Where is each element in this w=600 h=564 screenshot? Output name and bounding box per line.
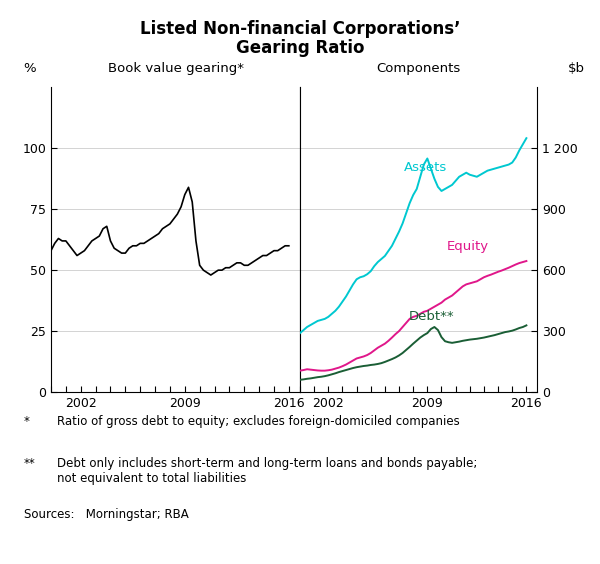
Text: **: ** (24, 457, 36, 470)
Text: Debt only includes short-term and long-term loans and bonds payable;
not equival: Debt only includes short-term and long-t… (57, 457, 478, 485)
Text: %: % (23, 62, 36, 75)
Text: Sources:   Morningstar; RBA: Sources: Morningstar; RBA (24, 508, 189, 521)
Text: Equity: Equity (447, 240, 489, 253)
Text: Book value gearing*: Book value gearing* (107, 62, 244, 75)
Text: Gearing Ratio: Gearing Ratio (236, 39, 364, 58)
Text: Assets: Assets (404, 161, 448, 174)
Text: *: * (24, 415, 30, 428)
Text: Debt**: Debt** (409, 310, 455, 323)
Text: Components: Components (376, 62, 461, 75)
Text: Listed Non-financial Corporations’: Listed Non-financial Corporations’ (140, 20, 460, 38)
Text: Ratio of gross debt to equity; excludes foreign-domiciled companies: Ratio of gross debt to equity; excludes … (57, 415, 460, 428)
Text: $b: $b (568, 62, 585, 75)
